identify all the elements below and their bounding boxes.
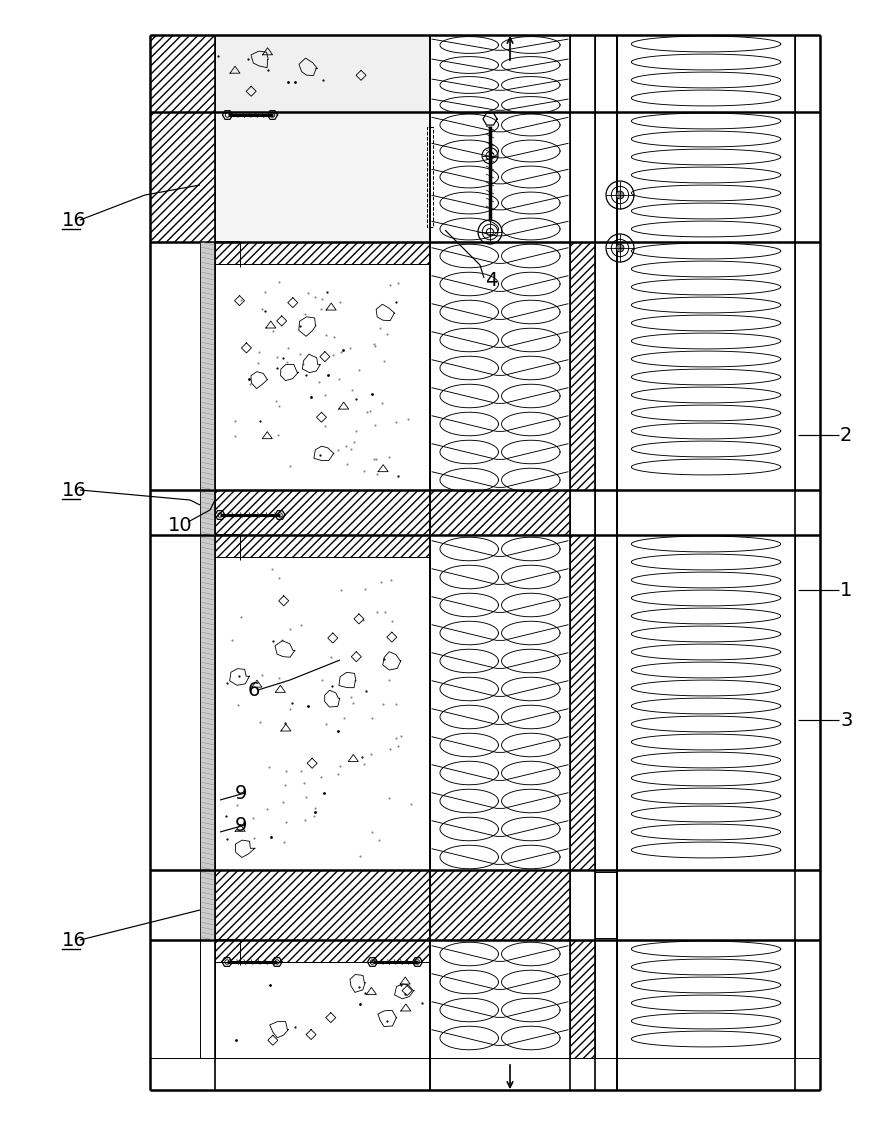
Bar <box>595 940 617 1058</box>
Circle shape <box>617 245 624 252</box>
Bar <box>215 112 430 242</box>
Bar <box>215 35 430 112</box>
Bar <box>570 490 595 535</box>
Bar <box>215 962 430 1058</box>
Bar <box>150 35 215 112</box>
Bar <box>215 242 430 264</box>
Bar <box>570 535 595 870</box>
Bar <box>617 242 795 490</box>
Text: 2: 2 <box>840 425 852 444</box>
Bar <box>595 535 617 870</box>
Bar <box>595 870 617 940</box>
Text: 1: 1 <box>840 580 852 599</box>
Bar <box>570 242 595 490</box>
Bar <box>150 242 200 1058</box>
Bar <box>430 535 570 870</box>
Bar <box>430 112 570 242</box>
Bar <box>215 264 430 490</box>
Text: 6: 6 <box>248 681 260 699</box>
Bar <box>595 112 617 242</box>
Text: 10: 10 <box>168 515 192 534</box>
Bar <box>617 940 795 1058</box>
Bar <box>430 490 570 535</box>
Bar <box>595 872 617 938</box>
Bar <box>427 127 433 227</box>
Text: 16: 16 <box>62 930 86 949</box>
Bar <box>570 870 595 940</box>
Bar <box>215 535 430 557</box>
Text: 16: 16 <box>62 480 86 499</box>
Bar <box>617 112 795 242</box>
Bar <box>595 242 617 490</box>
Bar <box>215 490 430 535</box>
Circle shape <box>617 191 624 199</box>
Text: 3: 3 <box>840 710 852 729</box>
Bar <box>430 242 570 490</box>
Bar <box>570 242 595 490</box>
Bar <box>430 35 570 112</box>
Text: 9: 9 <box>235 783 247 802</box>
Bar <box>595 35 820 112</box>
Bar <box>430 940 570 1058</box>
Bar <box>570 940 595 1058</box>
Bar <box>617 535 795 870</box>
Text: 9: 9 <box>235 816 247 835</box>
Bar <box>150 112 215 242</box>
Bar <box>215 870 430 940</box>
Bar <box>215 940 430 962</box>
Bar <box>215 557 430 870</box>
Bar <box>595 490 617 535</box>
Text: 4: 4 <box>485 270 497 289</box>
Bar <box>617 35 795 112</box>
Bar <box>200 242 215 940</box>
Text: 16: 16 <box>62 211 86 230</box>
Bar <box>150 1058 820 1089</box>
Bar <box>430 870 570 940</box>
Bar <box>150 112 430 242</box>
Bar <box>595 112 820 242</box>
